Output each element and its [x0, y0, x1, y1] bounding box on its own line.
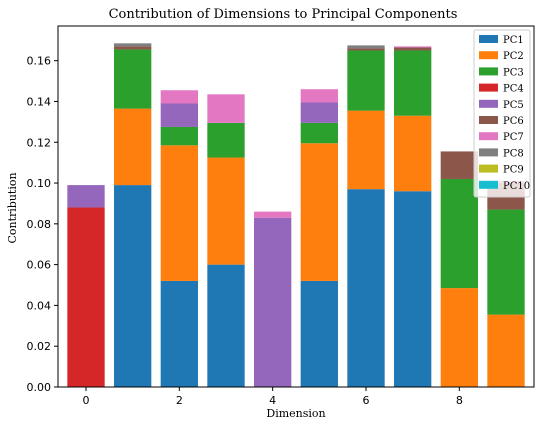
- legend-label-pc4: PC4: [503, 84, 524, 95]
- bar-segment-pc3-dim-8: [440, 178, 478, 289]
- bar-segment-pc1-dim-1: [114, 185, 152, 387]
- bar-segment-pc7-dim-4: [254, 211, 292, 218]
- bar-segment-pc3-dim-5: [300, 122, 338, 144]
- y-tick-label: 0.06: [27, 259, 52, 272]
- bar-segment-pc2-dim-9: [487, 314, 525, 387]
- legend-swatch-pc9: [479, 164, 498, 173]
- x-tick-label: 6: [363, 394, 370, 407]
- x-tick-label: 4: [269, 394, 276, 407]
- bar-segment-pc3-dim-6: [347, 50, 385, 111]
- bar-segment-pc6-dim-8: [440, 151, 478, 179]
- legend-swatch-pc7: [479, 132, 498, 141]
- axes-group: 0.00 0.02 0.04 0.06 0.08 0.10 0.12 0.14 0.16 0 2 4 6…: [27, 25, 535, 407]
- legend-label-pc9: PC9: [503, 165, 524, 176]
- x-tick-label: 8: [456, 394, 463, 407]
- bar-segment-pc5-dim-5: [300, 102, 338, 123]
- bars-group: [67, 43, 525, 387]
- plot-frame: [57, 25, 535, 388]
- legend-label-pc6: PC6: [503, 116, 524, 127]
- bar-segment-pc7-dim-3: [207, 94, 245, 123]
- bar-segment-pc2-dim-7: [394, 115, 432, 192]
- legend-label-pc1: PC1: [503, 35, 524, 46]
- legend-label-pc5: PC5: [503, 100, 524, 111]
- bar-segment-pc8-dim-1: [114, 43, 152, 47]
- bar-segment-pc7-dim-7: [394, 46, 432, 48]
- legend-swatch-pc4: [479, 83, 498, 92]
- y-tick-label: 0.00: [27, 381, 52, 394]
- y-tick-label: 0.14: [27, 95, 52, 108]
- x-tick-label: 2: [176, 394, 183, 407]
- legend-label-pc8: PC8: [503, 148, 524, 159]
- legend-swatch-pc3: [479, 67, 498, 76]
- chart-title: Contribution of Dimensions to Principal …: [109, 7, 458, 22]
- legend-swatch-pc5: [479, 99, 498, 108]
- bar-segment-pc2-dim-6: [347, 110, 385, 190]
- bar-segment-pc2-dim-8: [440, 288, 478, 387]
- bar-segment-pc5-dim-4: [254, 217, 292, 387]
- y-tick-label: 0.10: [27, 177, 52, 190]
- bar-segment-pc7-dim-2: [160, 90, 198, 104]
- y-tick-label: 0.12: [27, 136, 52, 149]
- bar-segment-pc4-dim-0: [67, 207, 105, 387]
- legend-label-pc3: PC3: [503, 67, 524, 78]
- legend-swatch-pc6: [479, 116, 498, 124]
- y-tick-label: 0.02: [27, 340, 52, 353]
- bar-segment-pc6-dim-7: [394, 47, 432, 51]
- bar-segment-pc7-dim-5: [300, 89, 338, 103]
- legend-swatch-pc1: [479, 35, 498, 43]
- legend-swatch-pc10: [479, 180, 498, 189]
- bar-segment-pc1-dim-7: [394, 191, 432, 387]
- bar-segment-pc3-dim-9: [487, 209, 525, 315]
- y-tick-label: 0.08: [27, 218, 52, 231]
- bar-segment-pc3-dim-3: [207, 122, 245, 158]
- bar-segment-pc3-dim-2: [160, 126, 198, 146]
- legend-swatch-pc2: [479, 51, 498, 60]
- x-axis-label: Dimension: [266, 407, 325, 420]
- legend: PC1 PC2 PC3 PC4 PC5 PC6 PC7 PC8 PC9 PC10: [473, 29, 531, 198]
- bar-segment-pc2-dim-1: [114, 108, 152, 186]
- legend-label-pc7: PC7: [503, 132, 524, 143]
- y-tick-label: 0.16: [27, 55, 52, 68]
- bar-segment-pc1-dim-6: [347, 189, 385, 387]
- y-axis-label: Contribution: [6, 172, 19, 243]
- bar-segment-pc3-dim-1: [114, 49, 152, 109]
- bar-segment-pc5-dim-0: [67, 185, 105, 208]
- bar-segment-pc6-dim-1: [114, 46, 152, 50]
- bar-segment-pc1-dim-2: [160, 280, 198, 387]
- bar-segment-pc1-dim-5: [300, 280, 338, 387]
- bar-segment-pc2-dim-5: [300, 143, 338, 281]
- bar-segment-pc1-dim-3: [207, 264, 245, 387]
- bar-segment-pc5-dim-2: [160, 103, 198, 127]
- legend-label-pc10: PC10: [503, 181, 530, 192]
- y-tick-label: 0.04: [27, 299, 52, 312]
- bar-segment-pc3-dim-7: [394, 50, 432, 116]
- bar-segment-pc2-dim-2: [160, 145, 198, 281]
- legend-label-pc2: PC2: [503, 51, 524, 62]
- bar-segment-pc2-dim-3: [207, 157, 245, 265]
- legend-swatch-pc8: [479, 148, 498, 157]
- bar-segment-pc6-dim-6: [347, 48, 385, 51]
- x-tick-label: 0: [83, 394, 90, 407]
- bar-segment-pc8-dim-6: [347, 45, 385, 49]
